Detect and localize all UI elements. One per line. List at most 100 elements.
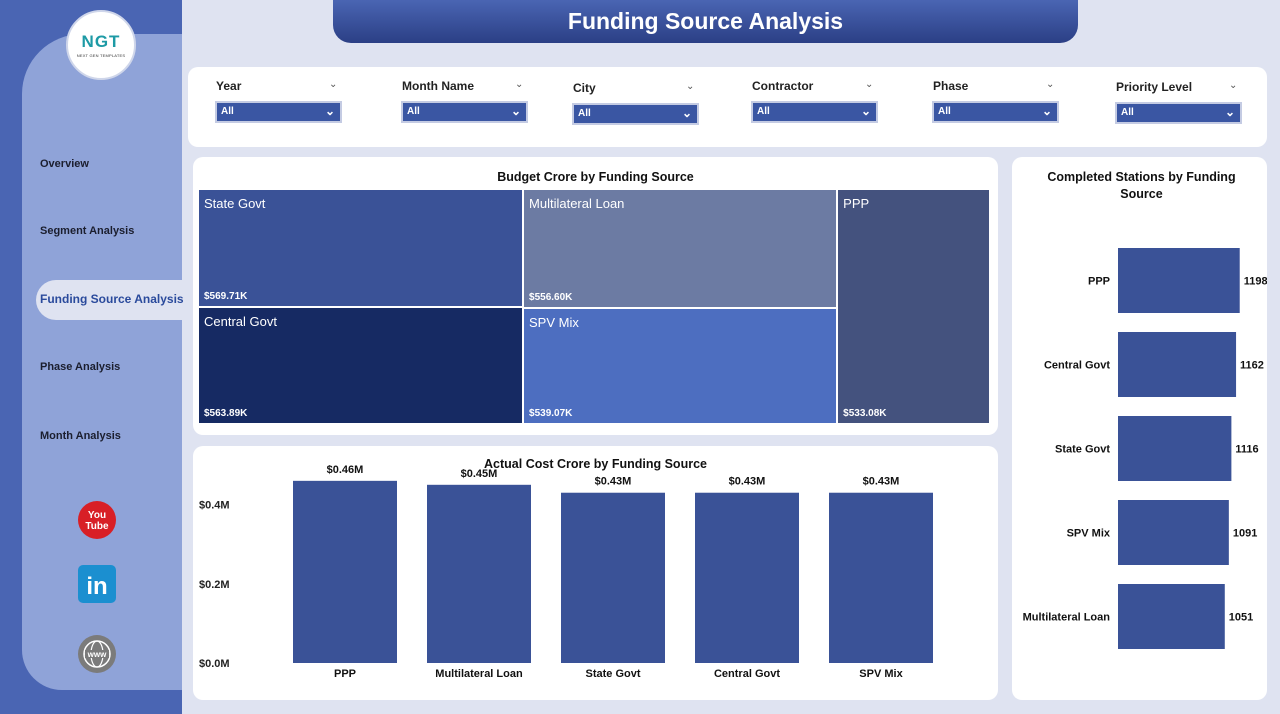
data-label: $0.43M — [595, 476, 632, 488]
x-tick-label: Multilateral Loan — [435, 668, 523, 680]
treemap-title: Budget Crore by Funding Source — [497, 170, 694, 184]
data-label: 1051 — [1229, 612, 1253, 624]
dropdown-arrow-icon: ⌄ — [860, 104, 871, 118]
chevron-down-icon[interactable]: ⌄ — [329, 79, 338, 90]
filter-value: All — [407, 106, 420, 117]
bar-ppp — [293, 480, 397, 663]
nav-active-highlight — [36, 280, 182, 320]
treemap-cell-state-govt[interactable]: State Govt $569.71K — [198, 189, 524, 308]
data-label: 1198 — [1244, 276, 1267, 288]
bar-state-govt — [561, 492, 665, 663]
treemap-value: $533.08K — [843, 408, 887, 419]
chevron-down-icon[interactable]: ⌄ — [1046, 79, 1055, 90]
dropdown-arrow-icon: ⌄ — [1224, 105, 1235, 119]
svg-text:in: in — [86, 573, 107, 600]
bar-ppp — [1118, 248, 1240, 313]
treemap-cell-central-govt[interactable]: Central Govt $563.89K — [198, 307, 524, 424]
filter-priority-level: Priority Level ⌄ All ⌄ — [1115, 80, 1242, 124]
filter-label: Contractor — [752, 79, 814, 93]
filter-value: All — [938, 106, 951, 117]
treemap-label: Central Govt — [204, 314, 277, 330]
youtube-icon[interactable]: You Tube — [77, 500, 117, 540]
y-tick-label: PPP — [1088, 276, 1110, 288]
website-icon[interactable]: www — [77, 634, 117, 674]
treemap-cell-spv-mix[interactable]: SPV Mix $539.07K — [523, 308, 838, 424]
filter-label: Phase — [933, 79, 969, 93]
filter-label: City — [573, 81, 596, 95]
data-label: 1116 — [1235, 444, 1258, 456]
chevron-down-icon[interactable]: ⌄ — [515, 79, 524, 90]
logo: NGT NEXT GEN TEMPLATES — [66, 10, 136, 80]
treemap-card: Budget Crore by Funding Source State Gov… — [193, 157, 998, 435]
logo-subtext: NEXT GEN TEMPLATES — [76, 53, 126, 58]
nav-phase-analysis[interactable]: Phase Analysis — [40, 361, 121, 373]
treemap-label: SPV Mix — [529, 315, 579, 331]
filter-label: Year — [216, 79, 242, 93]
page-title: Funding Source Analysis — [567, 8, 844, 34]
filter-value: All — [221, 106, 234, 117]
treemap-cell-ppp[interactable]: PPP $533.08K — [837, 189, 990, 424]
filter-value: All — [1121, 107, 1134, 118]
y-tick-label: Central Govt — [1044, 360, 1110, 372]
data-label: $0.46M — [327, 464, 364, 476]
data-label: 1091 — [1233, 528, 1257, 540]
data-label: $0.45M — [461, 468, 498, 480]
nav-funding-source-analysis[interactable]: Funding Source Analysis — [40, 292, 184, 306]
svg-text:Tube: Tube — [85, 521, 109, 532]
chevron-down-icon[interactable]: ⌄ — [1229, 80, 1238, 91]
nav-overview[interactable]: Overview — [40, 158, 89, 170]
logo-text: NGT — [81, 32, 121, 51]
chevron-down-icon[interactable]: ⌄ — [865, 79, 874, 90]
nav-month-analysis[interactable]: Month Analysis — [40, 430, 121, 442]
filter-phase: Phase ⌄ All ⌄ — [932, 79, 1059, 123]
x-tick-label: SPV Mix — [859, 668, 903, 680]
completed-stations-chart: PPP 1198 Central Govt 1162 State Govt 1116 SPV… — [1023, 248, 1267, 649]
data-label: $0.43M — [863, 476, 900, 488]
completed-stations-card: Completed Stations by Funding Source PPP… — [1012, 157, 1267, 700]
svg-text:www: www — [87, 650, 107, 659]
y-tick-label: $0.2M — [199, 579, 230, 591]
filter-contractor: Contractor ⌄ All ⌄ — [751, 79, 878, 123]
filter-value: All — [578, 108, 591, 119]
filter-dropdown-year[interactable]: All ⌄ — [215, 101, 342, 123]
bar-central-govt — [1118, 332, 1237, 397]
linkedin-icon[interactable]: in — [77, 564, 117, 604]
treemap-value: $539.07K — [529, 407, 573, 419]
svg-text:You: You — [88, 510, 106, 521]
dropdown-arrow-icon: ⌄ — [681, 106, 692, 120]
chevron-down-icon[interactable]: ⌄ — [686, 81, 695, 92]
treemap-value: $569.71K — [204, 291, 248, 303]
bar-state-govt — [1118, 416, 1232, 481]
treemap-label: PPP — [843, 196, 870, 211]
filter-dropdown-phase[interactable]: All ⌄ — [932, 101, 1059, 123]
treemap-value: $563.89K — [204, 407, 248, 419]
filter-label: Month Name — [402, 79, 474, 93]
x-tick-label: Central Govt — [714, 668, 780, 680]
completed-stations-title: Completed Stations by Funding Source — [1047, 170, 1236, 201]
dropdown-arrow-icon: ⌄ — [510, 104, 521, 118]
x-tick-label: PPP — [334, 668, 356, 680]
nav-segment-analysis[interactable]: Segment Analysis — [40, 225, 135, 237]
filter-bar: Year ⌄ All ⌄ Month Name ⌄ All ⌄ City ⌄ All… — [188, 67, 1267, 147]
bar-spv-mix — [829, 492, 933, 663]
treemap-value: $556.60K — [529, 292, 573, 304]
filter-dropdown-month-name[interactable]: All ⌄ — [401, 101, 528, 123]
y-tick-label: State Govt — [1055, 444, 1110, 456]
filter-label: Priority Level — [1116, 80, 1193, 94]
x-tick-label: State Govt — [585, 668, 640, 680]
y-tick-label: Multilateral Loan — [1023, 612, 1111, 624]
filter-dropdown-priority-level[interactable]: All ⌄ — [1115, 102, 1242, 124]
bar-spv-mix — [1118, 500, 1229, 565]
filter-city: City ⌄ All ⌄ — [572, 81, 699, 125]
filter-value: All — [757, 106, 770, 117]
treemap-cell-multilateral-loan[interactable]: Multilateral Loan $556.60K — [523, 189, 838, 309]
bar-multilateral-loan — [1118, 584, 1225, 649]
filter-dropdown-contractor[interactable]: All ⌄ — [751, 101, 878, 123]
data-label: $0.43M — [729, 476, 766, 488]
bar-central-govt — [695, 492, 799, 663]
y-tick-label: $0.4M — [199, 500, 230, 512]
y-tick-label: $0.0M — [199, 658, 230, 670]
bar-multilateral-loan — [427, 484, 531, 663]
header-banner: Funding Source Analysis — [333, 0, 1078, 43]
filter-dropdown-city[interactable]: All ⌄ — [572, 103, 699, 125]
